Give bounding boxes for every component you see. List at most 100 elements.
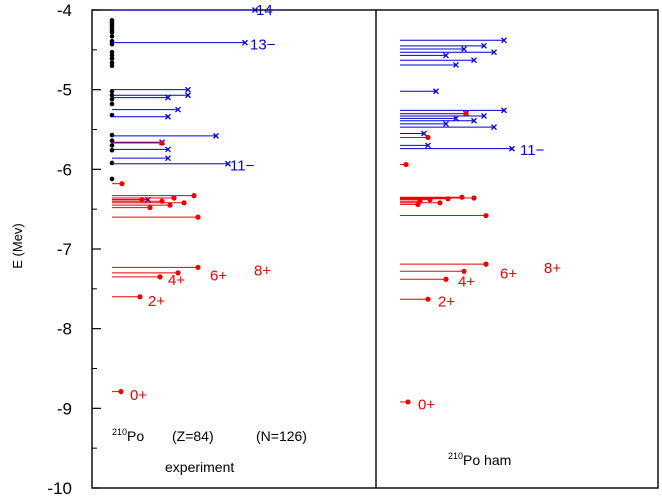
red-level-dot — [181, 200, 187, 206]
black-level-dot — [109, 132, 115, 138]
red-level-dot — [461, 268, 467, 274]
red-level-dot — [195, 214, 201, 220]
chart-marks: 14−13−11−8+6+4+2+0+11−8+6+4+2+0+ — [109, 2, 561, 413]
black-level-dot — [109, 143, 115, 148]
black-level-dot — [109, 160, 115, 166]
y-tick-label: -8 — [57, 320, 72, 339]
level-label: 8+ — [544, 260, 561, 277]
red-level-dot — [425, 296, 431, 302]
blue-level-cross — [443, 120, 449, 127]
red-level-dot — [157, 274, 163, 280]
blue-level-cross — [165, 155, 171, 162]
blue-level-cross — [481, 42, 487, 49]
blue-level-cross — [225, 160, 231, 167]
level-label: 11− — [520, 142, 545, 159]
level-label: 4+ — [168, 272, 185, 289]
red-level-dot — [171, 195, 177, 201]
level-label: 13− — [250, 36, 276, 53]
level-label: 8+ — [254, 263, 271, 280]
blue-level-cross — [453, 62, 459, 68]
blue-level-cross — [252, 7, 258, 13]
ham-mass-number: 210 — [448, 451, 463, 461]
experiment-mass-number: 210 — [112, 427, 127, 437]
blue-level-cross — [471, 57, 477, 64]
level-label: 6+ — [500, 266, 517, 283]
plot-frame — [91, 9, 659, 489]
red-level-dot — [459, 194, 465, 200]
y-axis-label: E (Mev) — [10, 223, 25, 269]
level-label: 0+ — [418, 396, 435, 413]
black-level-dot — [109, 56, 115, 61]
level-label: 11− — [230, 157, 255, 174]
black-level-dot — [109, 53, 115, 58]
blue-level-cross — [501, 37, 507, 44]
black-level-dot — [109, 60, 115, 65]
blue-level-cross — [443, 52, 449, 59]
experiment-caption-line1: 210Po (Z=84) (N=126) — [112, 427, 307, 444]
level-label: 14− — [256, 2, 282, 19]
y-tick-label: -5 — [57, 81, 72, 100]
panel-ham: 11− 8+ 6+ 4+2+ 0+ — [400, 37, 561, 413]
black-level-dot — [109, 33, 115, 39]
experiment-caption-line2: experiment — [165, 459, 234, 475]
blue-level-cross — [421, 130, 427, 137]
blue-level-cross — [471, 117, 477, 124]
blue-level-cross — [242, 39, 248, 46]
level-label: 0+ — [130, 387, 147, 404]
blue-level-cross — [425, 142, 431, 149]
panel-experiment: 14− 13− 11− 8+ 6+ 4+2+ 0+ — [109, 2, 282, 404]
red-level-dot — [445, 196, 451, 202]
blue-level-cross — [165, 113, 171, 120]
red-level-dot — [119, 181, 125, 187]
plot-border — [91, 9, 659, 489]
black-level-dot — [109, 30, 115, 35]
blue-level-cross — [461, 46, 467, 52]
red-level-dot — [195, 264, 201, 270]
y-tick-label: -9 — [57, 399, 72, 418]
y-axis: -4 -5 -6 -7 -8 -9 -10 — [47, 1, 101, 498]
level-label: 6+ — [210, 267, 227, 284]
blue-level-cross — [509, 145, 515, 152]
black-level-dot — [109, 176, 115, 182]
y-tick-label: -4 — [57, 1, 72, 20]
red-level-dot — [147, 204, 153, 211]
y-tick-label: -6 — [57, 160, 72, 179]
blue-level-cross — [175, 106, 181, 113]
red-level-dot — [403, 161, 409, 168]
experiment-element-symbol: Po — [127, 428, 144, 444]
y-tick-label: -10 — [47, 479, 72, 498]
red-level-dot — [483, 212, 489, 219]
black-level-dot — [109, 63, 115, 69]
ham-element-symbol: Po — [463, 452, 480, 468]
red-level-dot — [405, 399, 411, 405]
blue-level-cross — [433, 88, 439, 95]
black-level-dot — [109, 147, 115, 153]
red-level-dot — [118, 389, 124, 395]
red-level-dot — [427, 197, 433, 203]
ham-suffix: ham — [480, 452, 511, 468]
black-level-dot — [109, 101, 115, 107]
blue-level-cross — [453, 115, 459, 122]
blue-level-cross — [165, 94, 171, 101]
red-level-dot — [191, 193, 197, 199]
level-label: 2+ — [438, 294, 455, 311]
black-level-dot — [109, 49, 115, 55]
red-level-dot — [483, 261, 489, 267]
blue-level-cross — [185, 92, 191, 99]
blue-level-cross — [185, 86, 191, 93]
red-level-dot — [443, 276, 449, 282]
red-level-dot — [437, 200, 443, 206]
blue-level-cross — [213, 132, 219, 139]
experiment-z-label: (Z=84) — [172, 428, 214, 444]
red-level-dot — [137, 294, 143, 300]
experiment-n-label: (N=126) — [256, 428, 307, 444]
red-level-dot — [463, 110, 469, 117]
red-level-dot — [167, 202, 173, 208]
blue-level-cross — [491, 49, 497, 56]
level-label: 4+ — [458, 274, 475, 291]
y-tick-label: -7 — [57, 240, 72, 259]
red-level-dot — [175, 270, 181, 276]
blue-level-cross — [165, 146, 171, 153]
ham-caption: 210Po ham — [448, 451, 511, 468]
